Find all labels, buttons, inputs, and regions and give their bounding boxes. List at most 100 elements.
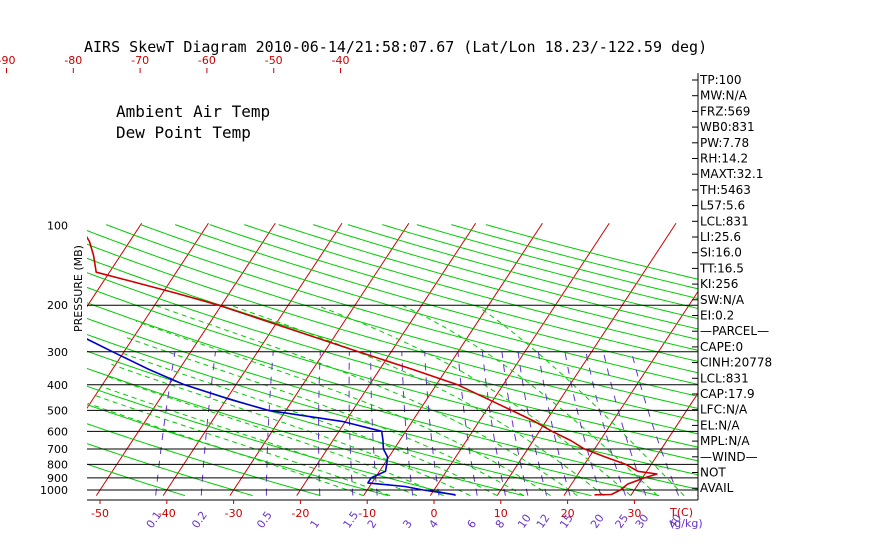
mixing-ratio-line: [537, 351, 571, 496]
moist-adiabat-line: [105, 375, 444, 497]
dry-adiabat-line: [209, 224, 698, 362]
pressure-tick-label: 1000: [40, 484, 68, 497]
mixing-ratio-line: [602, 351, 647, 496]
stability-index-label: TH:5463: [699, 183, 751, 197]
stability-index-label: NOT: [700, 466, 726, 480]
mixing-ratio-label: 1: [308, 518, 323, 531]
mixing-ratio-label: 12: [534, 512, 553, 531]
isotherm-line: [429, 223, 610, 496]
top-temp-tick-label: -60: [198, 54, 216, 67]
stability-index-label: CINH:20778: [700, 356, 772, 370]
pressure-tick-label: 400: [47, 379, 68, 392]
mixing-ratio-label: 6: [465, 518, 480, 531]
dry-adiabat-line: [140, 224, 698, 385]
stability-index-label: LCL:831: [700, 214, 749, 228]
dry-adiabat-line: [416, 224, 698, 300]
dewpoint-profile: [87, 338, 456, 496]
dry-adiabat-line: [87, 302, 698, 476]
chart-title: AIRS SkewT Diagram 2010-06-14/21:58:07.6…: [84, 38, 707, 56]
dry-adiabat-line: [87, 385, 457, 497]
isotherm-line: [95, 223, 276, 496]
moist-adiabat-line: [475, 304, 685, 496]
isotherm-line: [764, 223, 870, 495]
dry-adiabat-line: [87, 423, 321, 497]
dry-adiabat-line: [87, 286, 698, 462]
dry-adiabat-line: [313, 224, 698, 330]
pressure-tick-label: 100: [47, 220, 68, 233]
stability-index-label: EL:N/A: [700, 418, 740, 432]
isotherm-line: [87, 223, 143, 308]
top-temp-tick-label: -70: [131, 54, 149, 67]
x-axis-label: T(C): [669, 506, 693, 519]
bottom-temp-tick-label: -20: [291, 507, 309, 520]
moist-adiabat-line: [316, 304, 632, 496]
stability-index-label: KI:256: [700, 277, 738, 291]
moist-adiabat-line: [126, 337, 525, 497]
mixing-ratio-line: [481, 351, 506, 496]
mixing-ratio-label: 10: [515, 512, 534, 531]
mixing-ratio-label: 3: [400, 518, 415, 531]
top-temp-tick-label: -50: [265, 54, 283, 67]
stability-index-label: LCL:831: [700, 371, 749, 385]
moist-adiabat-line: [230, 304, 605, 497]
stability-index-label: TP:100: [699, 73, 742, 87]
bottom-temp-tick-label: 10: [494, 507, 508, 520]
mixing-ratio-line: [265, 351, 274, 496]
mixing-ratio-label: 0.2: [189, 509, 210, 531]
mixing-ratio-axis: 0.1 0.2 0.5 1 1.5 2 3 4 6 8 10 12 15 20 25 30 40(g/kg): [144, 509, 703, 531]
pressure-tick-label: 600: [47, 425, 68, 438]
isobars: [87, 73, 699, 501]
sounding-profiles: [87, 235, 658, 496]
stability-index-label: MPL:N/A: [700, 434, 750, 448]
mixing-ratio-line: [564, 351, 602, 496]
stability-index-label: RH:14.2: [700, 152, 748, 166]
dry-adiabat-line: [175, 224, 698, 374]
mixing-ratio-line: [631, 351, 680, 496]
background-grid: [0, 223, 870, 497]
stability-index-label: AVAIL: [700, 481, 734, 495]
stability-index-label: —PARCEL—: [700, 324, 769, 338]
dry-adiabat-line: [87, 367, 524, 497]
pressure-tick-label: 800: [47, 458, 68, 471]
isotherm-line: [831, 223, 870, 495]
legend: Ambient Air Temp Dew Point Temp: [116, 102, 270, 142]
pressure-tick-label: 900: [47, 472, 68, 485]
dry-adiabat-line: [87, 333, 660, 497]
stability-index-label: L57:5.6: [700, 199, 745, 213]
mixing-ratio-label: 0.5: [254, 509, 275, 531]
dry-adiabat-line: [244, 224, 698, 351]
stability-index-label: SI:16.0: [700, 246, 742, 260]
top-temp-axis: -120-110-100-90-80-70-60-50-40: [0, 54, 349, 73]
mixing-ratio-line: [501, 351, 529, 496]
legend-temp: Ambient Air Temp: [116, 102, 270, 121]
isotherm-line: [296, 223, 477, 496]
top-temp-tick-label: -90: [0, 54, 15, 67]
moist-adiabat-line: [402, 304, 658, 496]
bottom-temp-tick-label: 0: [431, 507, 438, 520]
dry-adiabat-line: [87, 404, 389, 497]
isotherm-line: [0, 223, 8, 495]
dry-adiabat-line: [278, 224, 698, 340]
mixing-ratio-line: [370, 351, 378, 496]
temperature-profile: [87, 235, 658, 496]
dry-adiabat-line: [451, 224, 698, 290]
mixing-ratio-line: [517, 351, 548, 496]
bottom-temp-tick-label: -10: [358, 507, 376, 520]
bottom-temp-tick-label: -30: [225, 507, 243, 520]
mixing-ratio-line: [457, 351, 478, 496]
pressure-tick-label: 700: [47, 443, 68, 456]
stability-index-label: CAP:17.9: [700, 387, 755, 401]
pressure-tick-label: 200: [47, 299, 68, 312]
mixing-ratio-unit: (g/kg): [670, 517, 703, 530]
pressure-tick-label: 500: [47, 404, 68, 417]
top-temp-tick-label: -80: [64, 54, 82, 67]
mixing-ratio-line: [348, 351, 354, 496]
stability-index-label: SW:N/A: [700, 293, 745, 307]
moist-adiabat-line: [135, 320, 551, 497]
y-axis-label: PRESSURE (MB): [72, 245, 85, 332]
stability-index-label: TT:16.5: [699, 261, 744, 275]
dry-adiabat-line: [347, 224, 698, 320]
mixing-ratio-line: [318, 351, 321, 496]
